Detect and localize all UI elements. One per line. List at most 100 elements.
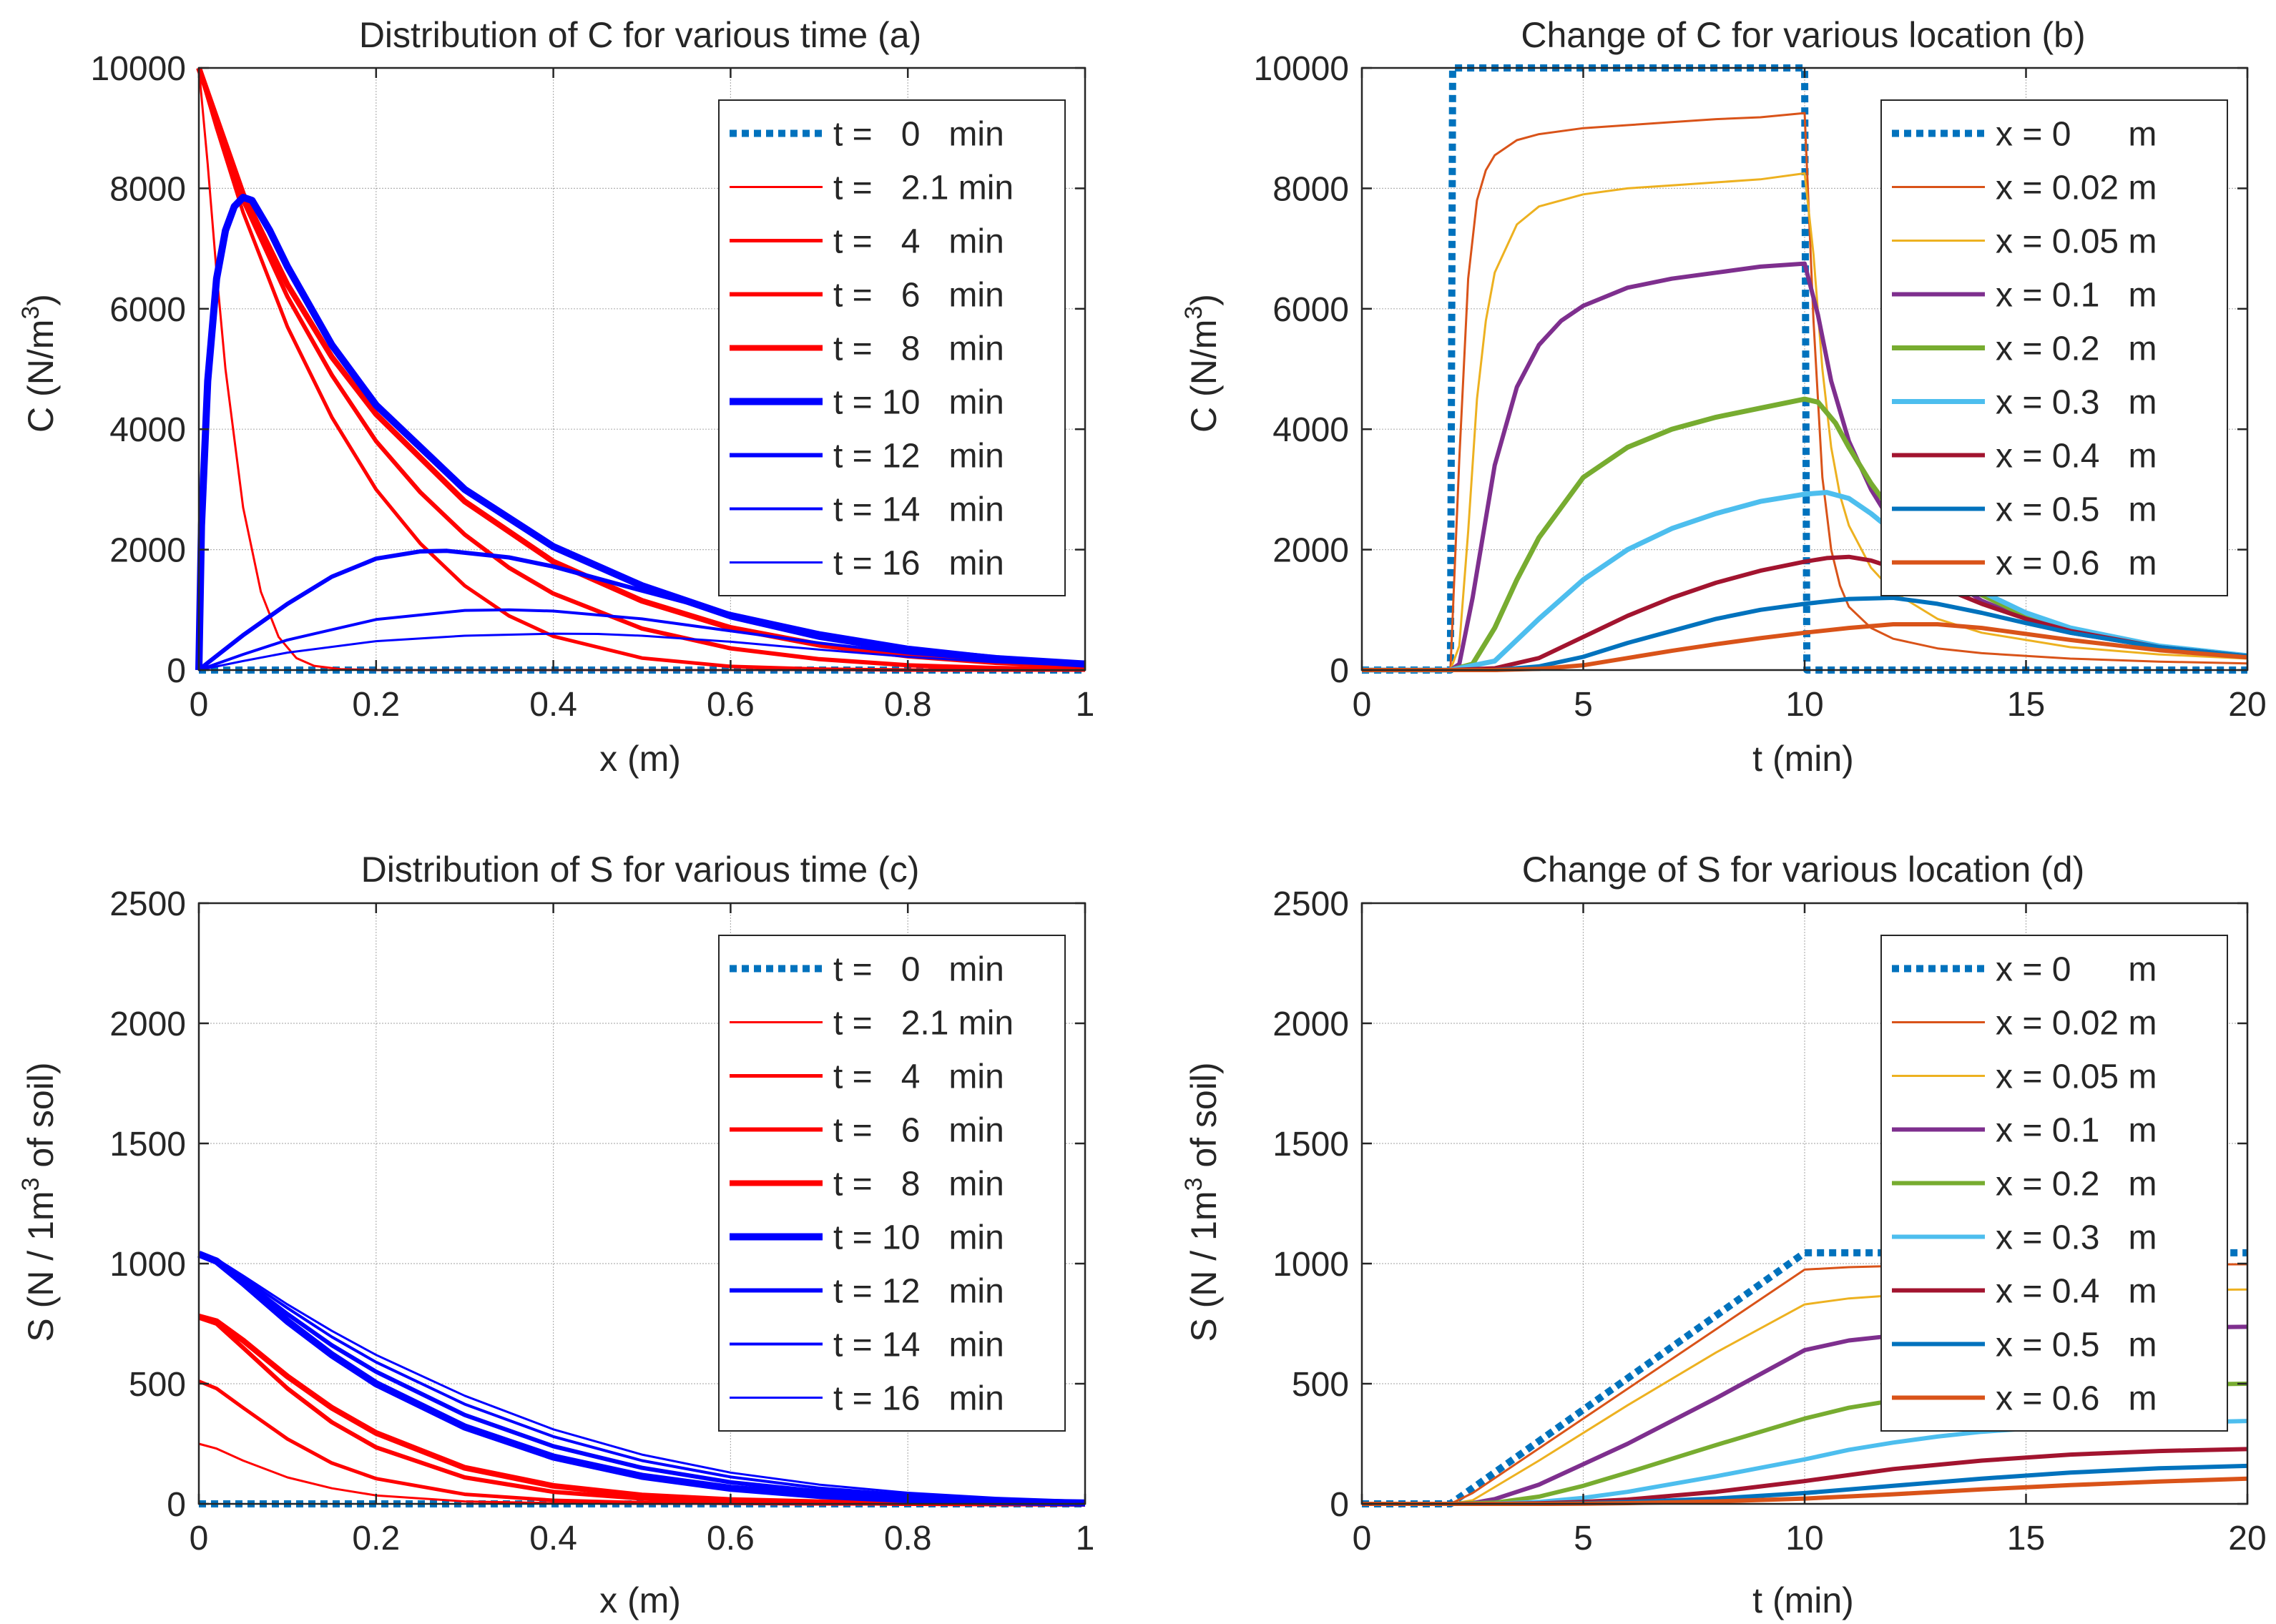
- x-tick-label: 0: [190, 1520, 209, 1557]
- series-line-8: [198, 1252, 1086, 1503]
- axes-box: [197, 902, 1087, 1505]
- y-tick-label: 10000: [1254, 50, 1349, 88]
- legend-label-5: x = 0.2 m: [1996, 1166, 2157, 1204]
- y-tick-label: 1500: [109, 1126, 186, 1163]
- series-line-3: [197, 67, 1085, 672]
- y-tick-label: 2500: [109, 885, 186, 923]
- series-line-4: [1362, 261, 2248, 672]
- y-tick-label: 2000: [109, 532, 186, 570]
- legend-label-4: t = 6 min: [833, 1112, 1004, 1150]
- y-tick-label: 10000: [91, 50, 186, 88]
- legend-label-9: t = 16 min: [833, 1380, 1004, 1418]
- legend-label-5: x = 0.2 m: [1996, 330, 2157, 368]
- legend-label-9: t = 16 min: [833, 545, 1004, 583]
- x-tick-label: 20: [2228, 686, 2266, 724]
- series-line-2: [1362, 112, 2248, 671]
- x-tick-label: 5: [1574, 686, 1593, 724]
- series-line-9: [198, 632, 1086, 671]
- legend: t = 0 min t = 2.1 min t = 4 min t = 6 min t …: [718, 99, 1066, 596]
- legend-label-8: x = 0.5 m: [1996, 1327, 2157, 1364]
- y-tick-label: 8000: [1272, 170, 1349, 208]
- legend-label-4: t = 6 min: [833, 277, 1004, 315]
- legend-label-1: x = 0 m: [1996, 116, 2157, 154]
- legend-label-8: x = 0.5 m: [1996, 491, 2157, 529]
- legend: t = 0 min t = 2.1 min t = 4 min t = 6 min t …: [718, 935, 1066, 1432]
- y-tick-label: 0: [1330, 652, 1349, 690]
- x-tick-label: 1: [1076, 1520, 1095, 1557]
- legend-label-6: x = 0.3 m: [1996, 384, 2157, 422]
- y-tick-label: 2500: [1272, 885, 1349, 923]
- chart-panel-a: Distribution of C for various time (a) x…: [17, 15, 1094, 779]
- legend-label-1: x = 0 m: [1996, 951, 2157, 989]
- series-line-8: [198, 608, 1086, 671]
- series-line-6: [195, 194, 1086, 671]
- chart-panel-c: Distribution of S for various time (c) x…: [17, 850, 1094, 1620]
- x-tick-label: 0.2: [352, 1520, 400, 1557]
- series-line-7: [1362, 554, 2248, 672]
- y-axis-label: C (N/m3): [17, 294, 61, 433]
- y-tick-label: 1000: [109, 1246, 186, 1284]
- x-tick-label: 0.2: [352, 686, 400, 724]
- series-line-4: [197, 67, 1086, 671]
- legend-label-6: t = 10 min: [833, 1219, 1004, 1257]
- chart-title: Change of S for various location (d): [1522, 850, 2085, 890]
- x-tick-label: 5: [1574, 1520, 1593, 1557]
- x-tick-label: 10: [1785, 686, 1823, 724]
- y-tick-label: 0: [167, 652, 186, 690]
- x-tick-label: 15: [2007, 686, 2045, 724]
- legend-label-1: t = 0 min: [833, 116, 1004, 154]
- legend-label-3: t = 4 min: [833, 223, 1004, 261]
- series-line-6: [197, 1250, 1086, 1507]
- x-tick-label: 0.6: [707, 1520, 755, 1557]
- y-tick-label: 0: [167, 1486, 186, 1524]
- y-tick-label: 8000: [109, 170, 186, 208]
- x-axis-label: x (m): [599, 739, 681, 779]
- y-axis-label: S (N / 1m3 of soil): [1180, 1062, 1224, 1342]
- series-line-6: [1362, 490, 2248, 673]
- legend: x = 0 m x = 0.02 m x = 0.05 m x = 0.1 m x = …: [1880, 935, 2228, 1432]
- legend-label-3: t = 4 min: [833, 1058, 1004, 1096]
- legend-label-2: x = 0.02 m: [1996, 1005, 2157, 1043]
- x-tick-label: 10: [1785, 1520, 1823, 1557]
- x-axis-label: x (m): [599, 1580, 681, 1620]
- y-tick-label: 2000: [1272, 532, 1349, 570]
- chart-panel-d: Change of S for various location (d) t (…: [1180, 850, 2267, 1620]
- series-line-9: [198, 1253, 1086, 1502]
- x-tick-label: 0.4: [529, 1520, 577, 1557]
- y-tick-label: 1000: [1272, 1246, 1349, 1284]
- x-tick-label: 0: [190, 686, 209, 724]
- legend-label-6: t = 10 min: [833, 384, 1004, 422]
- series-line-5: [196, 67, 1086, 669]
- x-tick-label: 15: [2007, 1520, 2045, 1557]
- x-tick-label: 0: [1353, 686, 1372, 724]
- legend-label-7: x = 0.4 m: [1996, 1273, 2157, 1311]
- x-tick-label: 1: [1076, 686, 1095, 724]
- legend-label-9: x = 0.6 m: [1996, 545, 2157, 583]
- legend-label-9: x = 0.6 m: [1996, 1380, 2157, 1418]
- legend-label-8: t = 14 min: [833, 1327, 1004, 1364]
- x-tick-label: 0.4: [529, 686, 577, 724]
- legend-label-5: t = 8 min: [833, 330, 1004, 368]
- legend-label-7: x = 0.4 m: [1996, 438, 2157, 476]
- series-line-5: [197, 1314, 1086, 1507]
- y-tick-label: 6000: [109, 291, 186, 329]
- series-line-9: [1362, 622, 2248, 672]
- chart-title: Change of C for various location (b): [1521, 15, 2085, 55]
- series-line-3: [1362, 172, 2248, 671]
- y-tick-label: 2000: [109, 1005, 186, 1043]
- series-line-5: [1362, 396, 2248, 673]
- legend-label-6: x = 0.3 m: [1996, 1219, 2157, 1257]
- legend-label-5: t = 8 min: [833, 1166, 1004, 1204]
- y-axis-label: S (N / 1m3 of soil): [17, 1062, 61, 1342]
- legend-label-2: t = 2.1 min: [833, 169, 1014, 207]
- x-axis-label: t (min): [1752, 1580, 1854, 1620]
- legend-label-4: x = 0.1 m: [1996, 1112, 2157, 1150]
- legend-label-1: t = 0 min: [833, 951, 1004, 989]
- legend-label-2: t = 2.1 min: [833, 1005, 1014, 1043]
- legend: x = 0 m x = 0.02 m x = 0.05 m x = 0.1 m x = …: [1880, 99, 2228, 596]
- x-axis-label: t (min): [1752, 739, 1854, 779]
- series-line-7: [197, 548, 1086, 672]
- axes-box: [197, 67, 1087, 671]
- y-tick-label: 0: [1330, 1486, 1349, 1524]
